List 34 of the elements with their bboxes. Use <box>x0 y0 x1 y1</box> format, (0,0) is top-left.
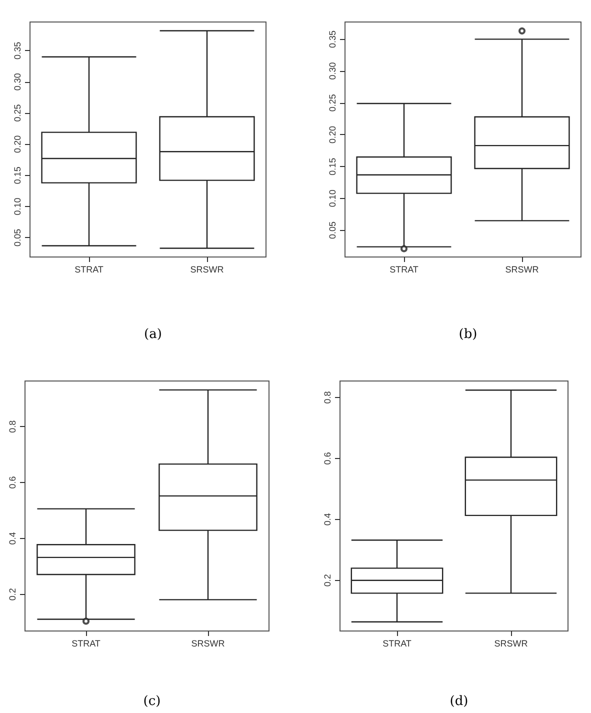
y-tick-label: 0.6 <box>8 476 18 489</box>
text: (c) <box>143 694 161 709</box>
y-tick-label: 0.2 <box>322 574 332 587</box>
y-tick-label: 0.25 <box>328 94 338 112</box>
y-tick-label: 0.30 <box>12 73 22 91</box>
y-tick-label: 0.6 <box>322 452 332 465</box>
x-tick-label: SRSWR <box>505 264 540 274</box>
x-tick-label: SRSWR <box>190 264 224 274</box>
y-tick-label: 0.2 <box>8 588 18 601</box>
y-tick-label: 0.35 <box>12 42 22 60</box>
x-tick-label: STRAT <box>390 264 419 274</box>
x-tick-label: SRSWR <box>494 638 528 648</box>
text: (d) <box>450 694 468 709</box>
x-tick-label: STRAT <box>382 638 412 648</box>
y-tick-label: 0.10 <box>12 198 22 216</box>
x-tick-label: STRAT <box>72 638 101 648</box>
text: (b) <box>458 327 478 342</box>
y-tick-label: 0.35 <box>328 30 338 48</box>
x-tick-label: SRSWR <box>191 638 226 648</box>
text: (a) <box>144 327 162 342</box>
y-tick-label: 0.25 <box>12 104 22 122</box>
y-tick-label: 0.4 <box>322 513 332 526</box>
y-tick-label: 0.05 <box>12 228 22 246</box>
y-tick-label: 0.20 <box>328 126 338 144</box>
y-tick-label: 0.15 <box>328 158 338 176</box>
y-tick-label: 0.30 <box>328 62 338 80</box>
y-tick-label: 0.4 <box>8 532 18 545</box>
y-tick-label: 0.10 <box>328 190 338 208</box>
y-tick-label: 0.20 <box>12 135 22 153</box>
y-tick-label: 0.05 <box>328 221 338 240</box>
y-tick-label: 0.8 <box>322 391 332 404</box>
y-tick-label: 0.8 <box>8 420 18 433</box>
y-tick-label: 0.15 <box>12 166 22 184</box>
x-tick-label: STRAT <box>74 264 104 274</box>
